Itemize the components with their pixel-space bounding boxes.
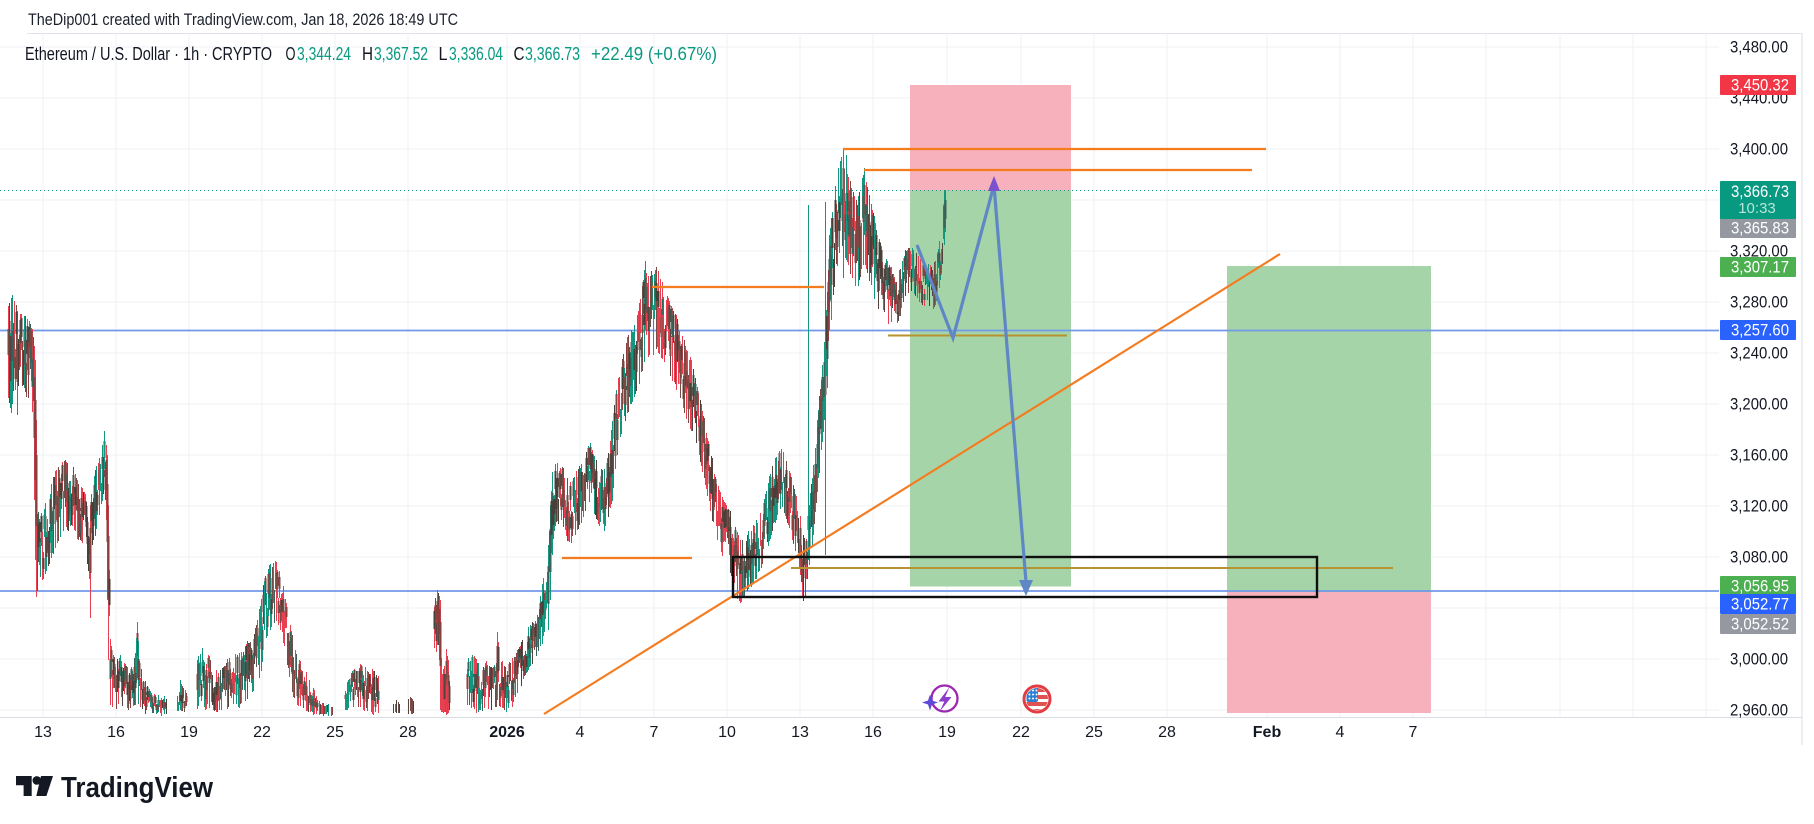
svg-text:25: 25	[326, 724, 344, 741]
svg-text:25: 25	[1085, 724, 1103, 741]
svg-text:3,366.73: 3,366.73	[525, 44, 580, 64]
svg-text:2,960.00: 2,960.00	[1730, 701, 1788, 720]
svg-text:3,366.73: 3,366.73	[1731, 182, 1789, 201]
svg-text:19: 19	[938, 724, 956, 741]
svg-text:28: 28	[1158, 724, 1176, 741]
svg-text:3,336.04: 3,336.04	[449, 44, 503, 64]
svg-text:3,052.77: 3,052.77	[1731, 595, 1789, 614]
svg-text:3,365.83: 3,365.83	[1731, 219, 1789, 238]
svg-text:4: 4	[1336, 724, 1345, 741]
svg-text:3,056.95: 3,056.95	[1731, 577, 1789, 596]
svg-text:3,400.00: 3,400.00	[1730, 140, 1788, 159]
svg-text:3,052.52: 3,052.52	[1731, 615, 1789, 634]
svg-text:22: 22	[1012, 724, 1030, 741]
svg-text:3,240.00: 3,240.00	[1730, 344, 1788, 363]
svg-text:C: C	[514, 44, 525, 64]
svg-text:3,280.00: 3,280.00	[1730, 293, 1788, 312]
svg-text:3,344.24: 3,344.24	[297, 44, 351, 64]
svg-text:Ethereum / U.S. Dollar · 1h ·: Ethereum / U.S. Dollar · 1h · CRYPTO	[25, 44, 272, 64]
svg-text:13: 13	[791, 724, 809, 741]
svg-text:7: 7	[1409, 724, 1418, 741]
svg-text:3,000.00: 3,000.00	[1730, 650, 1788, 669]
svg-text:16: 16	[107, 724, 125, 741]
svg-text:10:33: 10:33	[1738, 200, 1776, 217]
svg-text:2026: 2026	[489, 724, 525, 741]
svg-text:Feb: Feb	[1253, 724, 1282, 741]
svg-text:3,200.00: 3,200.00	[1730, 395, 1788, 414]
svg-text:28: 28	[399, 724, 417, 741]
svg-text:+22.49 (+0.67%): +22.49 (+0.67%)	[591, 44, 717, 64]
svg-text:O: O	[286, 44, 296, 64]
svg-text:3,120.00: 3,120.00	[1730, 497, 1788, 516]
svg-text:H: H	[362, 44, 373, 64]
svg-text:3,480.00: 3,480.00	[1730, 38, 1788, 57]
svg-text:3,080.00: 3,080.00	[1730, 548, 1788, 567]
svg-text:3,450.32: 3,450.32	[1731, 76, 1789, 95]
svg-text:7: 7	[650, 724, 659, 741]
svg-text:16: 16	[864, 724, 882, 741]
svg-text:22: 22	[253, 724, 271, 741]
svg-text:3,160.00: 3,160.00	[1730, 446, 1788, 465]
svg-text:19: 19	[180, 724, 198, 741]
svg-text:10: 10	[718, 724, 736, 741]
svg-text:4: 4	[576, 724, 585, 741]
svg-text:3,320.00: 3,320.00	[1730, 242, 1788, 261]
svg-text:TheDip001 created with Trading: TheDip001 created with TradingView.com, …	[28, 11, 458, 29]
svg-text:3,367.52: 3,367.52	[374, 44, 428, 64]
svg-text:3,257.60: 3,257.60	[1731, 321, 1789, 340]
svg-text:TradingView: TradingView	[61, 772, 213, 804]
svg-text:L: L	[439, 44, 448, 64]
svg-text:3,307.17: 3,307.17	[1731, 258, 1789, 277]
svg-text:13: 13	[34, 724, 52, 741]
